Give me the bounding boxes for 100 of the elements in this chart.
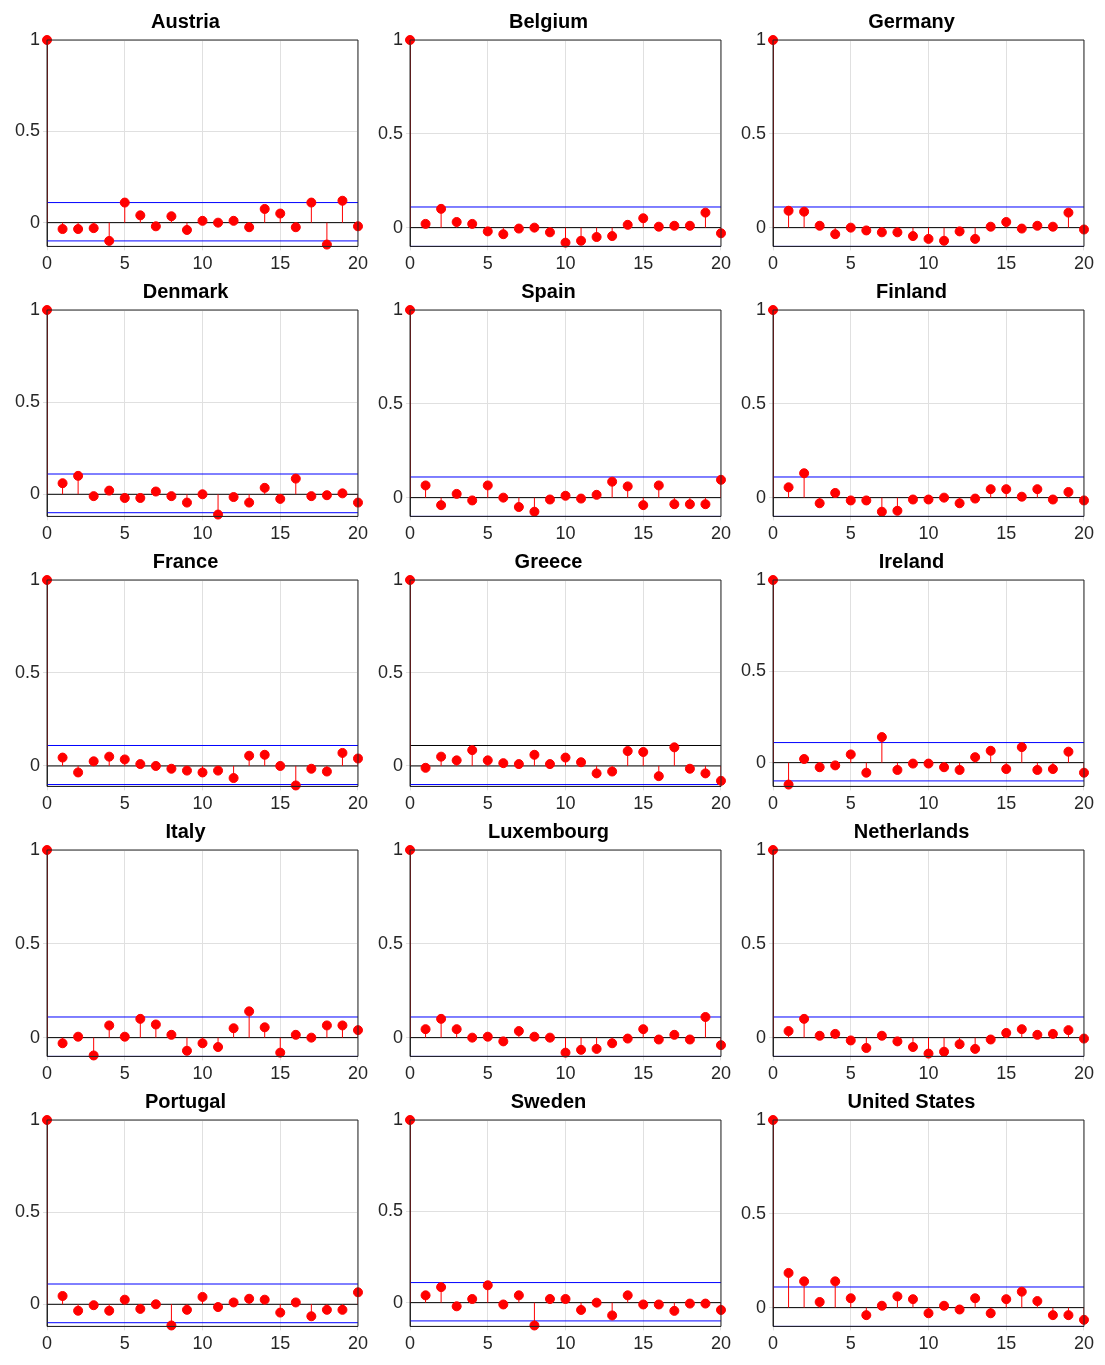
chart-title: Finland (875, 279, 948, 302)
x-tick-label: 10 (555, 523, 576, 544)
x-tick-label: 15 (633, 523, 654, 544)
y-tick-label: 0 (30, 483, 41, 504)
x-tick-label: 10 (192, 1063, 213, 1084)
y-tick-label: 0.5 (740, 1202, 767, 1223)
x-tick-label: 5 (482, 1063, 493, 1084)
y-tick-label: 0 (393, 1291, 404, 1312)
x-tick-label: 5 (482, 1333, 493, 1354)
x-tick-label: 5 (845, 793, 856, 814)
x-tick-label: 20 (1073, 1333, 1094, 1354)
x-tick-label: 15 (270, 793, 291, 814)
x-tick-label: 5 (119, 253, 130, 274)
x-tick-label: 20 (347, 793, 368, 814)
x-tick-label: 10 (918, 1063, 939, 1084)
y-tick-label: 1 (393, 298, 404, 319)
y-tick-label: 0.5 (377, 932, 404, 953)
x-tick-label: 20 (1073, 523, 1094, 544)
x-tick-label: 20 (347, 1063, 368, 1084)
x-tick-label: 5 (482, 523, 493, 544)
x-tick-label: 20 (347, 523, 368, 544)
chart-title: Germany (868, 9, 956, 32)
y-tick-label: 0.5 (740, 660, 767, 681)
y-tick-label: 0.5 (377, 661, 404, 682)
x-tick-label: 15 (270, 1063, 291, 1084)
y-tick-label: 0 (30, 1293, 41, 1314)
y-tick-label: 1 (756, 28, 767, 49)
chart-title: Portugal (144, 1089, 227, 1112)
x-tick-label: 10 (192, 523, 213, 544)
x-tick-label: 5 (119, 1333, 130, 1354)
x-tick-label: 15 (996, 1063, 1017, 1084)
x-tick-label: 5 (119, 1063, 130, 1084)
x-tick-label: 20 (1073, 253, 1094, 274)
x-tick-label: 15 (633, 1333, 654, 1354)
x-tick-label: 20 (347, 1333, 368, 1354)
x-tick-label: 5 (119, 523, 130, 544)
y-tick-label: 0.5 (14, 391, 41, 412)
chart-title: Spain (521, 279, 576, 302)
x-tick-label: 5 (482, 253, 493, 274)
x-tick-label: 10 (918, 253, 939, 274)
chart-title: Belgium (509, 9, 588, 32)
y-tick-label: 1 (30, 568, 41, 589)
x-tick-label: 20 (347, 253, 368, 274)
x-tick-label: 20 (710, 1063, 731, 1084)
y-tick-label: 0.5 (377, 1200, 404, 1221)
chart-title: United States (847, 1089, 976, 1112)
y-tick-label: 0 (393, 486, 404, 507)
x-tick-label: 20 (710, 523, 731, 544)
x-tick-label: 15 (270, 1333, 291, 1354)
x-tick-label: 5 (845, 1063, 856, 1084)
x-tick-label: 15 (633, 253, 654, 274)
x-tick-label: 15 (633, 1063, 654, 1084)
y-tick-label: 0 (393, 1026, 404, 1047)
x-tick-label: 5 (845, 523, 856, 544)
y-tick-label: 0.5 (740, 932, 767, 953)
x-tick-label: 15 (996, 793, 1017, 814)
chart-title: Italy (165, 819, 207, 842)
x-tick-label: 10 (192, 253, 213, 274)
y-tick-label: 1 (30, 28, 41, 49)
y-tick-label: 0.5 (14, 1201, 41, 1222)
chart-title: Luxembourg (487, 819, 610, 842)
x-tick-label: 10 (192, 1333, 213, 1354)
chart-title: Greece (514, 549, 583, 572)
y-tick-label: 0 (756, 486, 767, 507)
y-tick-label: 1 (393, 568, 404, 589)
y-tick-label: 0.5 (377, 122, 404, 143)
y-tick-label: 0 (393, 216, 404, 237)
x-tick-label: 10 (555, 793, 576, 814)
x-tick-label: 10 (918, 793, 939, 814)
y-tick-label: 1 (756, 1108, 767, 1129)
y-tick-label: 1 (393, 838, 404, 859)
chart-title: Austria (151, 9, 221, 32)
x-tick-label: 5 (845, 1333, 856, 1354)
y-tick-label: 0.5 (740, 392, 767, 413)
y-tick-label: 1 (30, 1108, 41, 1129)
x-tick-label: 5 (845, 253, 856, 274)
y-tick-label: 0.5 (14, 120, 41, 141)
x-tick-label: 15 (996, 253, 1017, 274)
chart-title: France (152, 549, 219, 572)
x-tick-label: 15 (270, 523, 291, 544)
y-tick-label: 1 (756, 568, 767, 589)
y-tick-label: 0 (30, 754, 41, 775)
chart-title: Ireland (878, 549, 945, 572)
y-tick-label: 0 (393, 754, 404, 775)
chart-title: Netherlands (853, 819, 970, 842)
x-tick-label: 10 (555, 1333, 576, 1354)
y-tick-label: 0.5 (377, 392, 404, 413)
x-tick-label: 15 (270, 253, 291, 274)
x-tick-label: 10 (192, 793, 213, 814)
y-tick-label: 0 (30, 1026, 41, 1047)
y-tick-label: 0.5 (14, 661, 41, 682)
y-tick-label: 1 (30, 298, 41, 319)
x-tick-label: 5 (119, 793, 130, 814)
y-tick-label: 1 (393, 28, 404, 49)
x-tick-label: 20 (710, 1333, 731, 1354)
x-tick-label: 10 (555, 253, 576, 274)
chart-title: Sweden (510, 1089, 587, 1112)
x-tick-label: 15 (633, 793, 654, 814)
y-tick-label: 1 (756, 298, 767, 319)
y-tick-label: 0 (30, 211, 41, 232)
